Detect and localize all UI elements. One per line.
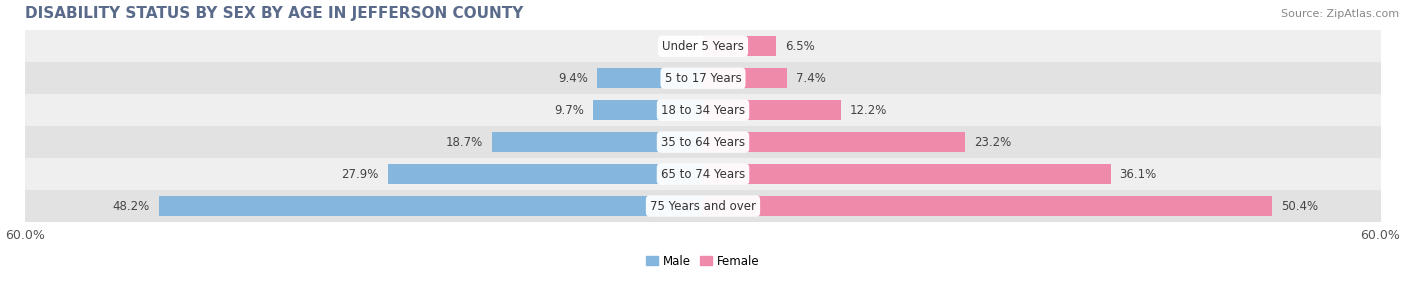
Bar [388,164,703,184]
Bar [703,36,776,56]
Bar [159,196,703,216]
Bar [25,190,1381,222]
Bar [703,100,841,120]
Bar [593,100,703,120]
Text: 18 to 34 Years: 18 to 34 Years [661,104,745,117]
Bar [703,164,1111,184]
Text: 27.9%: 27.9% [342,168,380,181]
Text: 50.4%: 50.4% [1281,199,1319,212]
Text: 65 to 74 Years: 65 to 74 Years [661,168,745,181]
Text: 0.0%: 0.0% [665,40,695,53]
Text: 18.7%: 18.7% [446,136,482,149]
Bar [25,30,1381,62]
Text: 9.7%: 9.7% [554,104,585,117]
Text: 23.2%: 23.2% [974,136,1011,149]
Bar [703,68,786,88]
Bar [25,62,1381,94]
Bar [25,158,1381,190]
Text: 35 to 64 Years: 35 to 64 Years [661,136,745,149]
Bar [703,196,1272,216]
Text: 36.1%: 36.1% [1119,168,1157,181]
Text: 75 Years and over: 75 Years and over [650,199,756,212]
Text: 5 to 17 Years: 5 to 17 Years [665,72,741,85]
Text: 9.4%: 9.4% [558,72,588,85]
Text: 6.5%: 6.5% [786,40,815,53]
Bar [25,94,1381,126]
Text: Source: ZipAtlas.com: Source: ZipAtlas.com [1281,9,1399,19]
Text: 12.2%: 12.2% [849,104,887,117]
Bar [492,132,703,152]
Bar [25,126,1381,158]
Text: Under 5 Years: Under 5 Years [662,40,744,53]
Bar [598,68,703,88]
Legend: Male, Female: Male, Female [641,250,765,272]
Bar [703,132,965,152]
Text: 7.4%: 7.4% [796,72,825,85]
Text: DISABILITY STATUS BY SEX BY AGE IN JEFFERSON COUNTY: DISABILITY STATUS BY SEX BY AGE IN JEFFE… [25,5,524,21]
Text: 48.2%: 48.2% [112,199,149,212]
